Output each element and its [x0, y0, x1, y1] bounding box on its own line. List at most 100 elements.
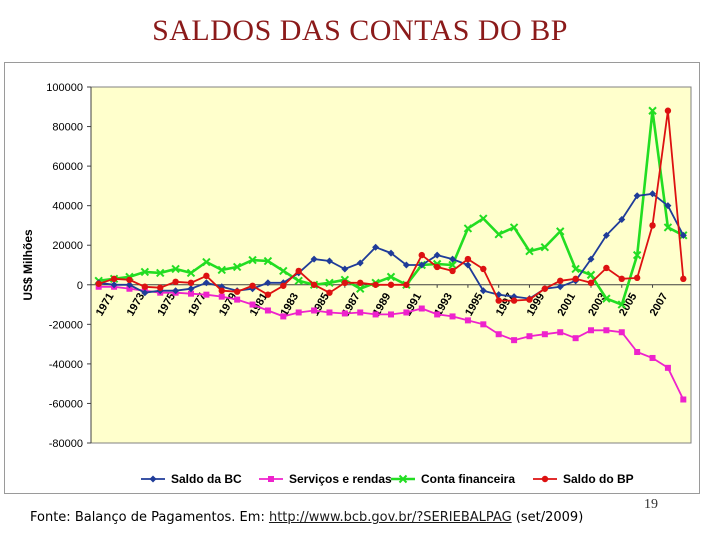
legend-marker	[398, 474, 408, 484]
data-point	[95, 280, 102, 287]
data-point	[664, 364, 671, 371]
data-point	[325, 278, 334, 288]
y-tick-label: 100000	[46, 82, 83, 94]
data-point	[464, 255, 472, 263]
data-point	[372, 243, 380, 251]
data-point	[495, 297, 502, 304]
data-point	[234, 296, 241, 303]
data-point	[341, 265, 349, 273]
data-point	[680, 396, 687, 403]
data-point	[157, 284, 164, 291]
data-point	[526, 333, 533, 340]
data-point	[264, 307, 271, 314]
series-servicos-e-rendas	[95, 283, 687, 403]
data-point	[172, 287, 180, 295]
data-point	[280, 313, 287, 320]
data-point	[588, 327, 594, 334]
data-point	[126, 285, 133, 292]
page-number: 19	[644, 497, 658, 512]
data-point	[634, 349, 641, 356]
data-point	[649, 190, 657, 198]
y-tick-label: 60000	[52, 161, 83, 173]
data-point	[356, 259, 364, 267]
data-point	[479, 287, 487, 295]
data-point	[249, 282, 256, 289]
data-point	[187, 285, 195, 293]
data-point	[110, 281, 118, 289]
legend-marker	[149, 475, 157, 483]
data-point	[140, 267, 150, 277]
data-point	[218, 287, 225, 294]
data-point	[418, 251, 425, 259]
data-point	[356, 284, 365, 293]
data-point	[448, 260, 457, 270]
y-tick-label: -20000	[49, 319, 83, 331]
data-point	[480, 265, 487, 273]
data-point	[618, 216, 626, 224]
data-point	[341, 279, 349, 286]
data-point	[449, 313, 456, 320]
data-point	[233, 288, 241, 295]
data-point	[187, 279, 195, 286]
data-point	[541, 331, 548, 338]
data-point	[556, 283, 564, 291]
source-link[interactable]: http://www.bcb.gov.br/?SERIEBALPAG	[268, 510, 512, 525]
data-point	[509, 223, 519, 232]
data-point	[571, 264, 580, 274]
data-point	[403, 281, 410, 288]
data-point	[464, 261, 472, 269]
data-point	[125, 281, 133, 289]
data-point	[664, 107, 672, 114]
source-citation: Fonte: Balanço de Pagamentos. Em: http:/…	[30, 510, 583, 525]
source-prefix: Fonte: Balanço de Pagamentos. Em:	[30, 510, 269, 525]
data-point	[617, 300, 626, 309]
legend-label: Conta financeira	[421, 472, 515, 486]
data-point	[402, 261, 410, 269]
y-tick-label: 40000	[52, 201, 83, 213]
data-point	[326, 309, 333, 316]
data-point	[310, 281, 318, 288]
data-point	[203, 291, 210, 298]
data-point	[463, 224, 473, 233]
data-point	[280, 282, 287, 289]
data-point	[418, 305, 425, 312]
data-point	[217, 265, 226, 275]
data-point	[557, 329, 564, 336]
data-point	[664, 202, 672, 210]
chart-container: 100000 80000 60000 40000 20000 0 -20000 -40000 -…	[4, 62, 700, 494]
data-point	[602, 231, 610, 239]
data-point	[325, 257, 333, 265]
data-point	[387, 281, 395, 288]
data-point	[326, 289, 333, 296]
data-point	[603, 327, 610, 334]
y-axis-title: US$ Milhões	[21, 229, 35, 301]
legend-label: Serviços e rendas	[289, 472, 392, 486]
data-point	[633, 192, 641, 200]
data-point	[663, 223, 673, 232]
data-point	[279, 266, 288, 276]
data-point	[587, 279, 595, 286]
data-point	[172, 278, 179, 286]
legend-label: Saldo da BC	[171, 472, 242, 486]
data-point	[387, 249, 395, 257]
data-point	[388, 311, 394, 318]
data-point	[311, 307, 318, 314]
data-point	[511, 337, 518, 344]
plot-area	[90, 86, 692, 444]
data-point	[480, 321, 487, 328]
data-point	[464, 317, 471, 324]
data-point	[449, 267, 456, 275]
data-point	[357, 309, 364, 316]
data-point	[248, 255, 257, 265]
y-tick-label: -80000	[49, 438, 83, 450]
data-point	[572, 335, 579, 342]
data-point	[403, 309, 410, 316]
data-point	[263, 256, 273, 266]
data-point	[632, 250, 642, 260]
data-point	[479, 214, 488, 223]
data-point	[249, 301, 256, 308]
line-chart: 100000 80000 60000 40000 20000 0 -20000 -40000 -…	[21, 82, 692, 486]
data-point	[386, 272, 396, 282]
data-point	[633, 274, 641, 282]
data-point	[372, 311, 379, 318]
